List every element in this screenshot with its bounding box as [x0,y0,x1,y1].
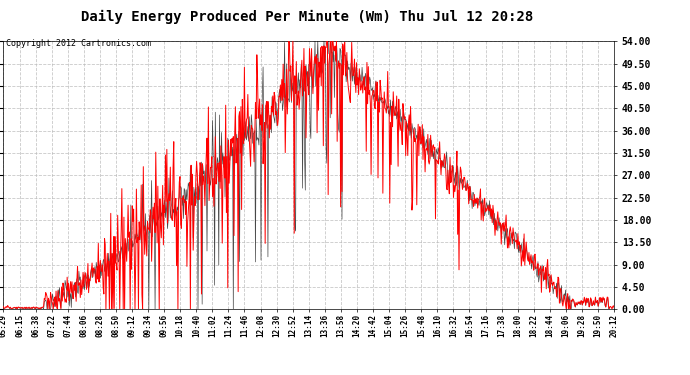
Text: Copyright 2012 Cartronics.com: Copyright 2012 Cartronics.com [6,39,150,48]
Text: Power Produced  (watts/minute): Power Produced (watts/minute) [437,31,587,40]
Text: Daily Energy Produced Per Minute (Wm) Thu Jul 12 20:28: Daily Energy Produced Per Minute (Wm) Th… [81,9,533,24]
